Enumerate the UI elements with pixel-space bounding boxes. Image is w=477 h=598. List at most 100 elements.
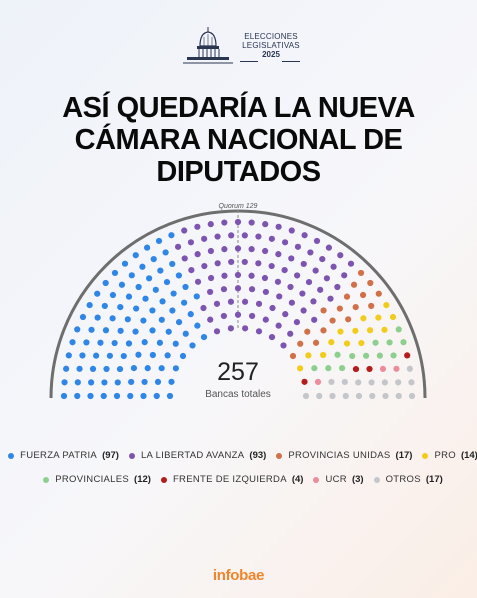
legend-item: OTROS (17) (373, 474, 443, 485)
legend-row-2: PROVINCIALES (12) FRENTE DE IZQUIERDA (4) UC… (18, 474, 468, 485)
seat-dot (358, 339, 365, 347)
seat-dot (146, 275, 153, 282)
seat-dot (400, 339, 407, 346)
capitol-dome-icon (183, 27, 233, 64)
seat-dot (93, 352, 100, 359)
legend-label: UCR (325, 474, 347, 485)
seat-dot (287, 330, 294, 337)
seat-dot (194, 223, 201, 230)
seat-dot (194, 278, 202, 285)
legend-count: (17) (425, 474, 443, 485)
seat-dot (65, 352, 72, 359)
seat-dot (158, 316, 165, 323)
seat-dot (261, 274, 269, 282)
seat-dot (102, 327, 110, 334)
seat-dot (337, 328, 344, 335)
seat-dot (101, 302, 108, 310)
seat-dot (311, 365, 318, 372)
seat-dot (159, 298, 166, 305)
seat-dot (213, 328, 221, 335)
seat-dot (349, 352, 356, 360)
seat-dot (328, 378, 335, 386)
seat-dot (221, 219, 228, 226)
seat-dot (275, 322, 282, 329)
logo-line-2: LEGISLATIVAS (242, 41, 300, 50)
seat-dot (87, 392, 94, 400)
legend-label: LA LIBERTAD AVANZA (140, 450, 245, 461)
seat-dot (327, 295, 334, 302)
seat-dot (207, 221, 214, 228)
seat-dot (234, 245, 242, 252)
logo-year: 2025 (262, 50, 280, 59)
seat-dot (162, 249, 169, 256)
seat-dot (234, 271, 242, 279)
seat-dot (228, 258, 235, 266)
legend-label: PROVINCIALES (55, 474, 130, 485)
seat-dot (74, 379, 81, 386)
seat-dot (201, 262, 208, 270)
seat-dot (88, 379, 95, 386)
logo-line-1: ELECCIONES (244, 32, 298, 41)
seat-dot (118, 281, 126, 288)
seat-dot (276, 293, 283, 300)
seat-dot (182, 330, 189, 337)
seat-dot (139, 263, 146, 270)
seat-dot (343, 340, 351, 347)
legend-item: PROVINCIAS UNIDAS (17) (276, 450, 412, 461)
seat-dot (345, 316, 352, 323)
seat-dot (262, 221, 269, 228)
seat-dot (125, 340, 133, 347)
seat-dot (301, 378, 308, 385)
seat-dot (379, 365, 387, 372)
seat-dot (297, 340, 304, 347)
seat-dot (390, 352, 397, 359)
legend-count: (3) (351, 474, 364, 485)
seat-dot (83, 339, 90, 346)
seat-dot (316, 392, 323, 400)
seat-dot (287, 283, 294, 291)
seat-dot (214, 233, 221, 240)
seat-dot (369, 392, 376, 400)
seat-dot (395, 326, 402, 333)
seat-dot (249, 312, 256, 320)
seat-dot (255, 233, 262, 240)
seat-dot (168, 378, 175, 385)
legend-dot-icon (128, 452, 135, 459)
seat-dot (328, 339, 335, 346)
seat-dot (158, 365, 165, 372)
seat-dot (383, 301, 390, 309)
seat-dot (169, 307, 176, 314)
seat-dot (281, 267, 288, 274)
seat-dot (113, 392, 121, 400)
seat-dot (109, 315, 116, 322)
seat-dot (187, 239, 195, 246)
seat-dot (189, 342, 196, 349)
seat-dot (255, 328, 263, 335)
seat-dot (88, 326, 95, 333)
seat-dot (181, 227, 188, 234)
seat-dot (329, 392, 336, 400)
seat-dot (359, 291, 367, 299)
seat-dot (366, 327, 374, 334)
seat-dot (294, 243, 302, 250)
seat-dot (262, 247, 269, 255)
seat-dot (330, 263, 337, 270)
seat-dot (268, 262, 275, 270)
legend-item: FUERZA PATRIA (97) (8, 450, 119, 461)
seat-dot (300, 307, 307, 314)
legend-item: UCR (3) (313, 474, 364, 485)
seat-dot (255, 260, 262, 267)
seat-dot (100, 392, 107, 400)
seat-dot (294, 272, 301, 279)
seat-dot (362, 352, 370, 359)
seat-dot (372, 339, 379, 346)
election-logo-text: ELECCIONES LEGISLATIVAS 2025 (236, 32, 306, 60)
seat-dot (60, 392, 68, 400)
seat-dot (76, 365, 83, 372)
seat-dot (127, 392, 134, 400)
seat-dot (97, 339, 104, 346)
legend-label: PROVINCIAS UNIDAS (288, 450, 391, 461)
seat-dot (300, 260, 307, 268)
seat-dot (299, 290, 306, 297)
logo-divider-right (282, 61, 300, 62)
